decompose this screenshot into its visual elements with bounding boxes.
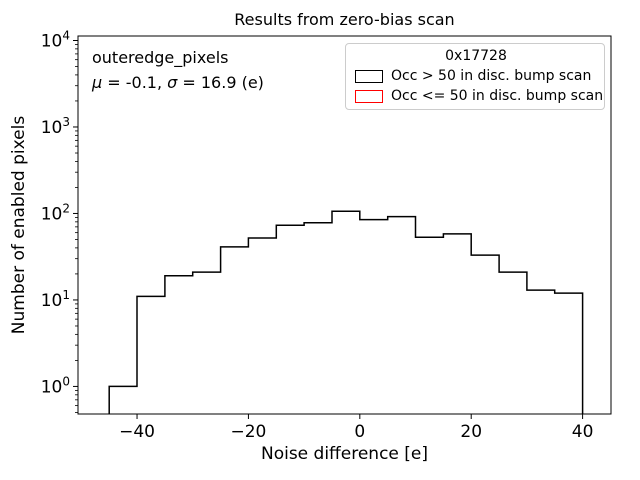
stats-annotation: outeredge_pixels μ = -0.1, σ = 16.9 (e): [92, 48, 264, 92]
chart-title: Results from zero-bias scan: [234, 10, 455, 29]
legend-entry: Occ > 50 in disc. bump scan: [355, 68, 597, 84]
legend-swatch-red-outline: [355, 89, 383, 103]
legend: 0x17728 Occ > 50 in disc. bump scan Occ …: [345, 43, 605, 110]
x-tick-label: −40: [119, 422, 155, 442]
y-tick-label: 104: [41, 28, 70, 51]
y-tick-label: 102: [41, 201, 70, 224]
legend-label: Occ <= 50 in disc. bump scan: [391, 88, 604, 104]
sigma-symbol: σ: [167, 73, 178, 92]
histogram-step-path: [108, 210, 584, 414]
mu-value: = -0.1,: [102, 73, 168, 92]
legend-title: 0x17728: [445, 48, 507, 64]
legend-label: Occ > 50 in disc. bump scan: [391, 68, 592, 84]
legend-swatch-black-outline: [355, 69, 383, 83]
annotation-dataset-name: outeredge_pixels: [92, 48, 229, 67]
x-tick-label: 0: [354, 422, 365, 442]
x-axis-label: Noise difference [e]: [260, 444, 429, 464]
axes-frame: [77, 35, 612, 415]
mu-symbol: μ: [92, 73, 103, 92]
y-tick-label: 100: [41, 374, 70, 397]
annotation-stats: μ = -0.1, σ = 16.9 (e): [92, 73, 264, 92]
sigma-value: = 16.9 (e): [177, 73, 264, 92]
legend-entry: Occ <= 50 in disc. bump scan: [355, 88, 603, 104]
y-tick-label: 101: [41, 288, 70, 311]
y-axis-label: Number of enabled pixels: [9, 115, 29, 335]
y-tick-label: 103: [41, 115, 70, 138]
x-tick-label: 20: [460, 422, 482, 442]
x-tick-label: 40: [572, 422, 594, 442]
x-tick-label: −20: [230, 422, 266, 442]
